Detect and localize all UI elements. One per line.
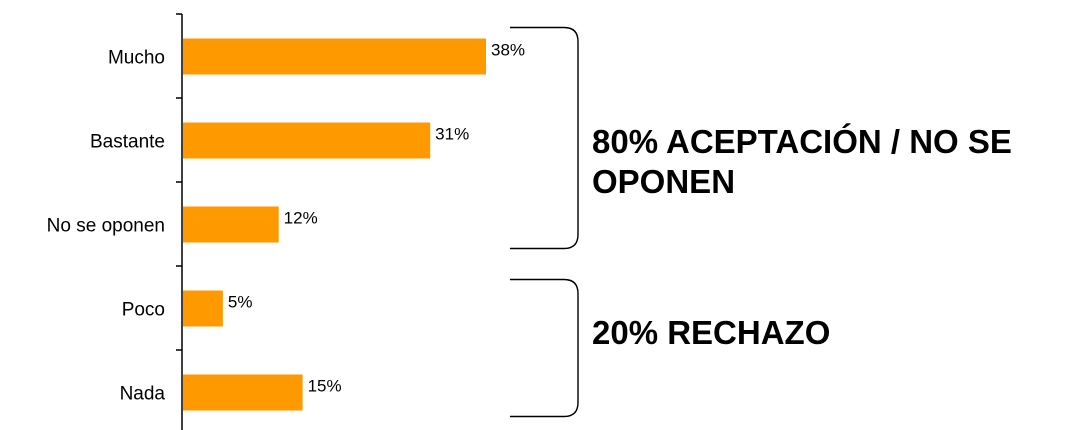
data-label: 12% [284, 209, 318, 228]
bar-0 [183, 38, 486, 75]
category-label: Poco [122, 300, 165, 321]
data-label: 31% [435, 125, 469, 144]
category-label: Nada [120, 384, 166, 405]
data-label: 38% [491, 41, 525, 60]
bar-2 [183, 206, 279, 243]
y-axis [176, 13, 183, 430]
category-label: No se oponen [47, 216, 165, 237]
group-braces [510, 26, 579, 418]
data-label: 15% [308, 377, 342, 396]
bars [183, 38, 486, 411]
bar-1 [183, 122, 431, 159]
group-brace [510, 278, 579, 418]
group-label-rejection: 20% RECHAZO [592, 314, 831, 351]
labels: Mucho 38% Bastante 31% No se oponen 12% Poco 5%… [47, 41, 525, 405]
category-label: Bastante [90, 132, 165, 153]
data-label: 5% [228, 293, 253, 312]
group-brace [510, 26, 579, 250]
group-label-acceptance: 80% ACEPTACIÓN / NO SE OPONEN [592, 123, 1012, 200]
bar-3 [183, 290, 223, 327]
bar-4 [183, 374, 303, 411]
category-label: Mucho [108, 48, 165, 69]
